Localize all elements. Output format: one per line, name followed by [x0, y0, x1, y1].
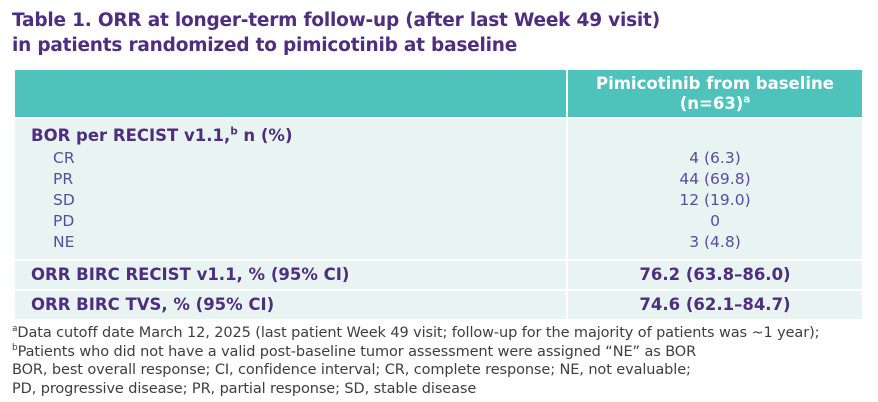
footnote-ne-assignment: bPatients who did not have a valid post-… — [12, 343, 878, 362]
header-footnote-sup-a: a — [743, 94, 751, 105]
table-title: Table 1. ORR at longer-term follow-up (a… — [12, 8, 878, 58]
orr-recist-row: ORR BIRC RECIST v1.1, % (95% CI) 76.2 (6… — [15, 261, 862, 289]
footnote-sup-a: a — [12, 324, 18, 335]
bor-label-rest: n (%) — [237, 126, 293, 145]
row-value-pr: 44 (69.8) — [679, 170, 751, 188]
orr-tvs-label: ORR BIRC TVS, % (95% CI) — [15, 291, 566, 319]
row-label-pr: PR — [53, 170, 74, 188]
table-title-line1: Table 1. ORR at longer-term follow-up (a… — [12, 10, 660, 31]
bor-label-main: BOR per RECIST v1.1, — [31, 126, 231, 145]
row-label-sd: SD — [53, 191, 75, 209]
orr-recist-value: 76.2 (63.8–86.0) — [568, 261, 862, 289]
footnote-sup-b: b — [12, 342, 18, 353]
footnote-data-cutoff-text: Data cutoff date March 12, 2025 (last pa… — [17, 325, 820, 341]
bor-section-values: 4 (6.3) 44 (69.8) 12 (19.0) 0 3 (4.8) — [568, 119, 862, 259]
footnote-abbreviations-1: BOR, best overall response; CI, confiden… — [12, 362, 691, 378]
table-header-row: Pimicotinib from baseline (n=63)a — [15, 70, 862, 117]
header-n-value: (n=63) — [679, 93, 744, 113]
orr-recist-label: ORR BIRC RECIST v1.1, % (95% CI) — [15, 261, 566, 289]
row-label-pd: PD — [53, 212, 75, 230]
header-empty-cell — [15, 70, 566, 117]
bor-section-header: BOR per RECIST v1.1,b n (%) — [15, 119, 566, 148]
footnote-data-cutoff: aData cutoff date March 12, 2025 (last p… — [12, 324, 878, 343]
row-value-pd: 0 — [710, 212, 720, 230]
bor-section-labels: BOR per RECIST v1.1,b n (%) CR PR SD PD … — [15, 119, 566, 259]
header-pimicotinib-cell: Pimicotinib from baseline (n=63)a — [568, 70, 862, 117]
row-label-ne: NE — [53, 233, 75, 251]
orr-table: Pimicotinib from baseline (n=63)a BOR pe… — [15, 70, 862, 319]
bor-value-spacer — [568, 119, 862, 148]
footnote-abbreviations-2: PD, progressive disease; PR, partial res… — [12, 380, 477, 397]
header-pimicotinib-line2: (n=63)a — [568, 94, 862, 114]
row-value-ne: 3 (4.8) — [689, 233, 741, 251]
bor-footnote-sup-b: b — [230, 126, 238, 138]
footnote-ne-assignment-text: Patients who did not have a valid post-b… — [17, 343, 697, 360]
bor-section: BOR per RECIST v1.1,b n (%) CR PR SD PD … — [15, 119, 862, 259]
row-value-cr: 4 (6.3) — [689, 149, 741, 167]
orr-tvs-value: 74.6 (62.1–84.7) — [568, 291, 862, 319]
footnotes: aData cutoff date March 12, 2025 (last p… — [12, 324, 878, 398]
row-value-sd: 12 (19.0) — [679, 191, 751, 209]
header-pimicotinib-line1: Pimicotinib from baseline — [595, 73, 834, 93]
orr-tvs-row: ORR BIRC TVS, % (95% CI) 74.6 (62.1–84.7… — [15, 291, 862, 319]
row-label-cr: CR — [53, 149, 75, 167]
table-title-line2: in patients randomized to pimicotinib at… — [12, 35, 518, 56]
